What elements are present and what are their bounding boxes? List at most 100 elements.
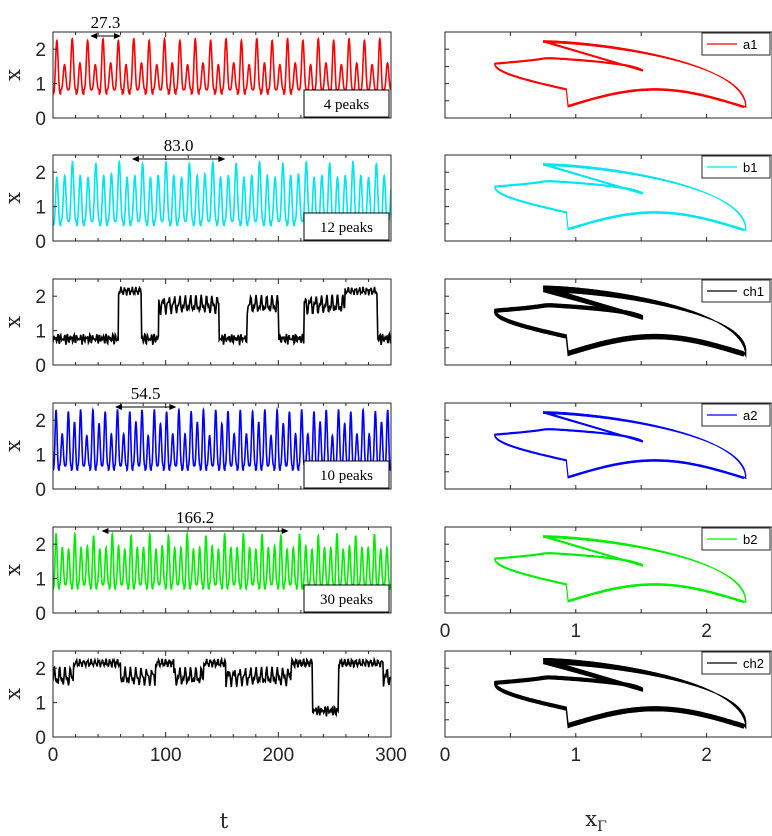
plot-frame — [52, 278, 392, 366]
x-tick-label: 0 — [48, 745, 59, 766]
series-line-a1 — [53, 36, 391, 95]
legend: ch1 — [701, 279, 771, 303]
plot-frame — [52, 402, 392, 490]
period-arrow-head-left — [90, 33, 98, 39]
y-tick-label: 0 — [35, 356, 46, 377]
timeseries-panel-ch1: 0 1 2x — [1, 278, 392, 377]
legend-label: a2 — [743, 408, 757, 423]
peaks-box — [303, 212, 390, 241]
phase-panel-b1: b1 — [444, 154, 772, 242]
legend: ch2 — [701, 651, 771, 675]
x-tick-label: 1 — [571, 745, 582, 766]
peaks-label: 10 peaks — [320, 468, 373, 484]
y-tick-label: 0 — [35, 232, 46, 253]
plot-frame — [444, 650, 772, 738]
peaks-label: 4 peaks — [324, 97, 370, 113]
peaks-box — [303, 584, 390, 613]
x-tick-label: 0 — [440, 745, 451, 766]
timeseries-panel-a1: 0 1 2x 27.3 4 peaks — [1, 13, 392, 130]
phase-trajectory-b1 — [494, 163, 747, 232]
y-tick-label: 0 — [35, 728, 46, 749]
timeseries-panel-b1: 0 1 2x 83.0 12 peaks — [1, 136, 392, 253]
period-label: 83.0 — [164, 136, 194, 155]
legend-label: b1 — [743, 160, 757, 175]
plot-frame — [444, 526, 772, 614]
plot-frame — [52, 526, 392, 614]
x-tick-label: 100 — [150, 745, 182, 766]
y-axis-label: x — [1, 192, 25, 204]
peaks-label: 12 peaks — [320, 220, 373, 236]
timeseries-panel-ch2: 0 1 2 0 100 200 300 x — [1, 650, 407, 766]
right-x-axis-label: xΓ — [585, 807, 607, 835]
period-arrow-head-left — [114, 404, 122, 410]
plot-frame — [444, 278, 772, 366]
y-axis-label: x — [1, 688, 25, 700]
plot-frame — [444, 31, 772, 119]
x-tick-label: 2 — [701, 745, 712, 766]
series-line-ch1 — [53, 285, 391, 346]
period-arrow-head-right — [169, 404, 177, 410]
y-tick-label: 1 — [35, 75, 46, 96]
timeseries-panel-b2: 0 1 2x 166.2 30 peaks — [1, 508, 392, 625]
period-arrow-head-left — [101, 528, 109, 534]
legend-label: b2 — [743, 532, 757, 547]
x-tick-label: 1 — [571, 621, 582, 642]
x-tick-label: 200 — [262, 745, 294, 766]
phase-trajectory-ch1 — [494, 285, 747, 359]
y-tick-label: 1 — [35, 446, 46, 467]
legend: a2 — [701, 403, 771, 427]
phase-panel-a1: a1 — [444, 31, 772, 119]
x-tick-label: 2 — [701, 621, 712, 642]
y-axis-label: x — [1, 69, 25, 81]
period-arrow-head-right — [218, 156, 226, 162]
phase-panel-b2: 0 1 2 b2 — [440, 526, 772, 642]
y-tick-label: 0 — [35, 109, 46, 130]
series-line-b2 — [53, 531, 391, 591]
y-tick-label: 1 — [35, 322, 46, 343]
y-tick-label: 2 — [35, 411, 46, 432]
period-arrow-head-right — [113, 33, 121, 39]
period-label: 166.2 — [176, 508, 214, 527]
phase-trajectory-b2 — [494, 535, 747, 604]
x-tick-label: 0 — [440, 621, 451, 642]
peaks-box — [303, 460, 390, 489]
legend: a1 — [701, 32, 771, 56]
left-x-axis-label: t — [220, 809, 229, 833]
plot-frame — [444, 154, 772, 242]
plot-frame — [52, 31, 392, 119]
y-tick-label: 1 — [35, 570, 46, 591]
y-axis-label: x — [1, 316, 25, 328]
timeseries-panel-a2: 0 1 2x 54.5 10 peaks — [1, 384, 392, 501]
phase-trajectory-a2 — [494, 411, 747, 480]
peaks-label: 30 peaks — [320, 592, 373, 608]
plot-frame — [52, 154, 392, 242]
phase-panel-ch2: 0 1 2 ch2 — [440, 650, 772, 766]
phase-panel-ch1: ch1 — [444, 278, 772, 366]
legend: b1 — [701, 155, 771, 179]
period-label: 54.5 — [131, 384, 161, 403]
legend-label: a1 — [743, 37, 757, 52]
y-tick-label: 2 — [35, 163, 46, 184]
y-tick-label: 1 — [35, 694, 46, 715]
y-axis-label: x — [1, 440, 25, 452]
y-tick-label: 0 — [35, 604, 46, 625]
y-tick-label: 0 — [35, 480, 46, 501]
period-arrow-head-left — [131, 156, 139, 162]
x-tick-label: 300 — [375, 745, 407, 766]
legend: b2 — [701, 527, 771, 551]
legend-label: ch2 — [743, 656, 764, 671]
plot-frame — [52, 650, 392, 738]
y-tick-label: 2 — [35, 40, 46, 61]
phase-trajectory-ch2 — [494, 657, 747, 730]
period-label: 27.3 — [91, 13, 121, 32]
phase-trajectory-a1 — [494, 40, 747, 109]
y-tick-label: 2 — [35, 659, 46, 680]
plot-frame — [444, 402, 772, 490]
y-tick-label: 2 — [35, 287, 46, 308]
peaks-box — [303, 89, 390, 118]
y-tick-label: 2 — [35, 535, 46, 556]
period-arrow-head-right — [281, 528, 289, 534]
y-tick-label: 1 — [35, 198, 46, 219]
